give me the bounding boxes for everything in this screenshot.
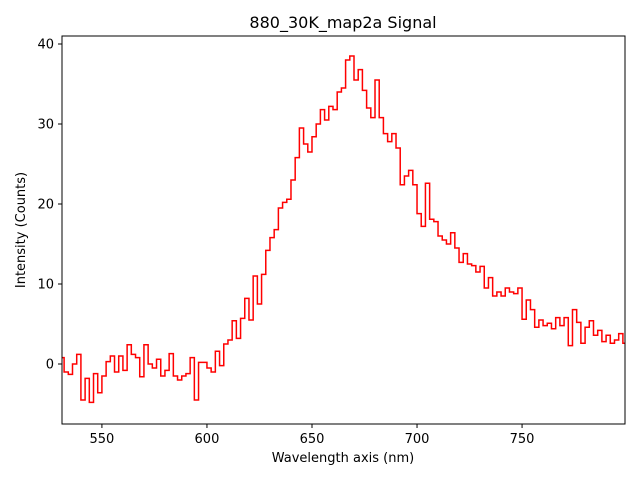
y-tick-label: 0	[46, 358, 54, 373]
x-tick-label: 750	[510, 432, 535, 447]
x-axis-label: Wavelength axis (nm)	[272, 451, 414, 466]
y-axis-label: Intensity (Counts)	[14, 172, 29, 288]
x-tick-label: 650	[300, 432, 325, 447]
plot-frame	[61, 35, 626, 425]
x-tick-label: 550	[90, 432, 115, 447]
x-axis: 550 600 650 700 750	[90, 424, 535, 447]
y-axis: 0 10 20 30 40	[37, 38, 62, 373]
y-tick-label: 10	[37, 278, 54, 293]
x-tick-label: 700	[405, 432, 430, 447]
plot-area	[62, 55, 625, 404]
y-tick-label: 40	[37, 38, 54, 53]
y-tick-label: 20	[37, 198, 54, 213]
series-line-0	[62, 55, 625, 404]
chart-title: 880_30K_map2a Signal	[249, 13, 436, 33]
x-tick-label: 600	[195, 432, 220, 447]
y-tick-label: 30	[37, 118, 54, 133]
